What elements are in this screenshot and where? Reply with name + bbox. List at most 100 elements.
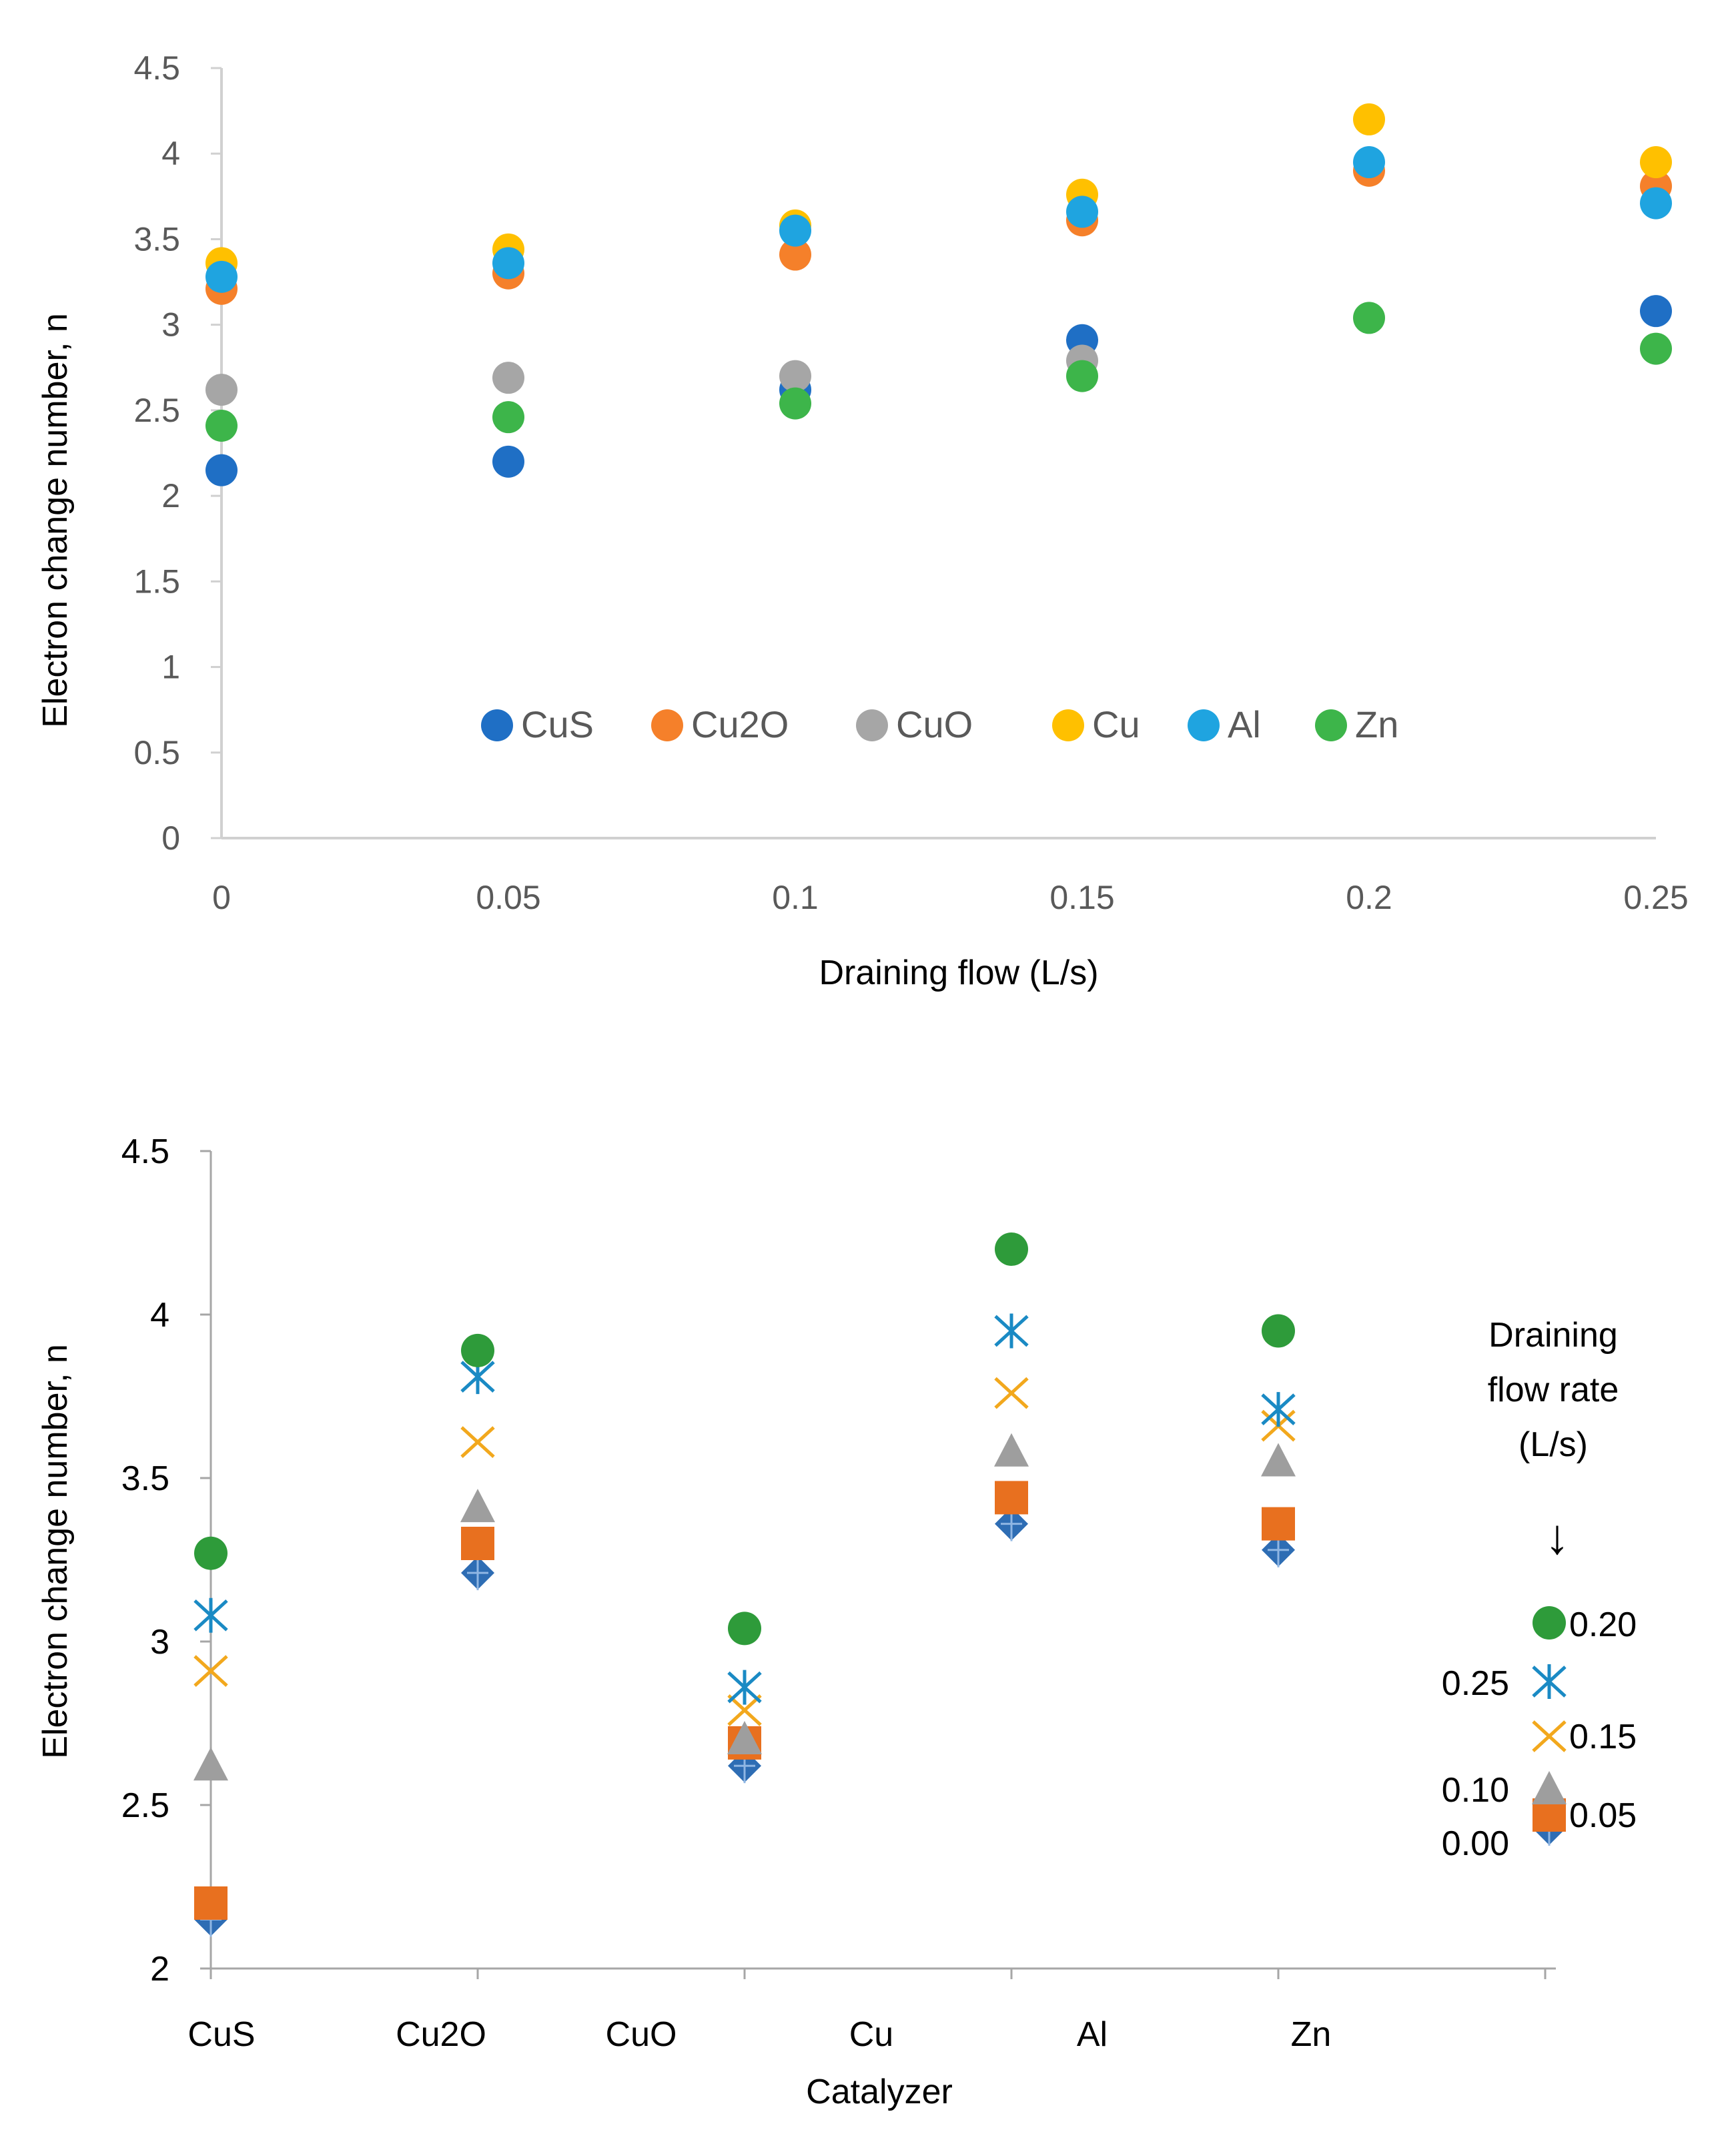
chart-1-point-al — [1066, 196, 1098, 228]
chart-2-point-0-25 — [994, 1313, 1029, 1349]
chart-2-legend-label: 0.20 — [1569, 1605, 1637, 1644]
chart-2-point-0-05 — [194, 1886, 228, 1920]
chart-1-point-cuo — [492, 362, 524, 394]
chart-2-point-0-20 — [194, 1536, 228, 1570]
chart-2-legend-label: 0.15 — [1569, 1718, 1637, 1756]
chart-2-point-0-10 — [1261, 1443, 1296, 1477]
chart-1-x-tick-label: 0.05 — [476, 879, 540, 916]
chart-2-y-axis-title: Electron change number, n — [36, 1344, 75, 1759]
chart-1-y-tick-label: 0 — [161, 819, 180, 857]
chart-1-point-zn — [1353, 302, 1385, 334]
chart-2: 22.533.544.5 CuS Cu2O CuO Cu Al Zn Catalyzer … — [36, 1132, 1637, 2111]
chart-1-point-cu — [1353, 103, 1385, 135]
chart-1-legend-label: Zn — [1355, 703, 1398, 745]
chart-1-x-axis-title: Draining flow (L/s) — [819, 954, 1098, 992]
chart-1-legend-item-cu: Cu — [1052, 703, 1140, 745]
chart-1-y-tick-label: 2.5 — [133, 392, 180, 429]
chart-1-point-zn — [779, 387, 811, 420]
chart-1-point-al — [492, 247, 524, 280]
chart-1-point-cus — [205, 454, 238, 486]
chart-2-legend-item-0-25: 0.25 — [1442, 1664, 1567, 1703]
chart-2-legend-marker — [1532, 1720, 1567, 1752]
chart-1-legend-marker — [1052, 709, 1084, 741]
chart-2-point-0-10 — [460, 1489, 495, 1523]
chart-2-y-tick-label: 3.5 — [121, 1459, 169, 1498]
chart-2-point-0-10 — [193, 1747, 228, 1781]
chart-1-point-cuo — [779, 360, 811, 392]
chart-2-point-0-25 — [727, 1670, 762, 1705]
chart-2-y-tick-label: 4.5 — [121, 1132, 169, 1171]
chart-1-x-tick-label: 0.2 — [1346, 879, 1392, 916]
chart-2-legend-label: 0.10 — [1442, 1771, 1509, 1810]
chart-1-point-al — [1353, 146, 1385, 179]
chart-1-x-tick-label: 0.15 — [1049, 879, 1114, 916]
chart-1-legend-marker — [651, 709, 683, 741]
chart-1-point-zn — [205, 409, 238, 442]
chart-1-legend-item-cus: CuS — [481, 703, 594, 745]
chart-1-x-tick-label: 0.1 — [772, 879, 819, 916]
chart-2-point-0-00 — [461, 1555, 494, 1591]
chart-2-category-label: CuO — [606, 2015, 677, 2054]
chart-2-point-0-15 — [994, 1377, 1029, 1409]
chart-1-legend-label: CuO — [896, 703, 973, 745]
chart-1-legend-item-zn: Zn — [1315, 703, 1398, 745]
chart-2-point-0-25 — [193, 1597, 228, 1633]
chart-1-point-zn — [1640, 332, 1672, 365]
chart-2-legend-arrow-icon: ↓ — [1545, 1509, 1570, 1564]
chart-2-point-0-20 — [995, 1232, 1028, 1266]
chart-2-point-0-15 — [727, 1694, 762, 1726]
chart-2-legend-label: 0.00 — [1442, 1824, 1509, 1863]
chart-1-y-tick-label: 4 — [161, 135, 180, 172]
chart-1-point-cuo — [205, 374, 238, 406]
chart-2-legend: Draining flow rate (L/s) ↓ 0.00 0.05 0.10 0.15 0… — [1442, 1316, 1637, 1863]
chart-1-y-axis-title: Electron change number, n — [36, 313, 75, 728]
chart-1-legend-label: Cu2O — [691, 703, 789, 745]
chart-2-legend-title: flow rate — [1488, 1371, 1619, 1409]
chart-2-point-0-25 — [1261, 1392, 1296, 1427]
chart-1-point-cus — [1640, 295, 1672, 328]
chart-1-legend-marker — [1188, 709, 1220, 741]
chart-2-point-0-05 — [461, 1527, 494, 1560]
chart-2-category-label: Cu — [849, 2015, 893, 2054]
chart-2-point-0-05 — [995, 1481, 1028, 1515]
chart-1-y-tick-label: 3.5 — [133, 220, 180, 258]
chart-1-point-zn — [492, 401, 524, 434]
chart-1-legend-marker — [481, 709, 513, 741]
chart-1-point-al — [205, 260, 238, 293]
chart-1-point-cus — [492, 445, 524, 478]
chart-1-legend-label: Al — [1228, 703, 1261, 745]
chart-2-x-axis-title: Catalyzer — [806, 2073, 953, 2111]
chart-2-point-0-15 — [460, 1426, 495, 1458]
chart-1-y-tick-label: 2 — [161, 477, 180, 514]
chart-2-legend-marker — [1533, 1606, 1566, 1640]
chart-1-legend-item-cuo: CuO — [856, 703, 973, 745]
chart-2-point-0-10 — [727, 1721, 762, 1754]
chart-1-legend-marker — [1315, 709, 1347, 741]
chart-2-point-0-20 — [461, 1333, 494, 1367]
chart-2-legend-title: (L/s) — [1518, 1425, 1588, 1464]
chart-1-legend-label: Cu — [1092, 703, 1140, 745]
chart-1-legend: CuS Cu2O CuO Cu Al Zn — [481, 703, 1398, 745]
chart-2-category-label: Cu2O — [396, 2015, 486, 2054]
chart-2-y-tick-label: 2.5 — [121, 1786, 169, 1825]
chart-2-legend-item-0-10: 0.10 — [1442, 1771, 1567, 1810]
chart-1-legend-item-cu2o: Cu2O — [651, 703, 789, 745]
chart-1-point-zn — [1066, 360, 1098, 392]
chart-1-x-tick-label: 0.25 — [1623, 879, 1688, 916]
chart-2-y-tick-label: 3 — [150, 1623, 169, 1662]
chart-2-category-label: Zn — [1291, 2015, 1332, 2054]
chart-1-point-cu2o — [779, 238, 811, 271]
chart-2-legend-item-0-20: 0.20 — [1533, 1605, 1637, 1644]
chart-2-point-0-05 — [1262, 1507, 1295, 1541]
chart-1-point-cu — [1640, 146, 1672, 179]
chart-2-category-label: Al — [1077, 2015, 1108, 2054]
chart-2-y-tick-label: 2 — [150, 1950, 169, 1989]
chart-1-y-tick-label: 1 — [161, 649, 180, 686]
chart-2-point-0-15 — [193, 1655, 228, 1687]
chart-2-y-tick-label: 4 — [150, 1296, 169, 1335]
chart-1-legend-label: CuS — [521, 703, 594, 745]
chart-2-legend-title: Draining — [1488, 1316, 1618, 1355]
chart-1-y-tick-label: 0.5 — [133, 734, 180, 771]
chart-1-y-tick-label: 3 — [161, 306, 180, 344]
